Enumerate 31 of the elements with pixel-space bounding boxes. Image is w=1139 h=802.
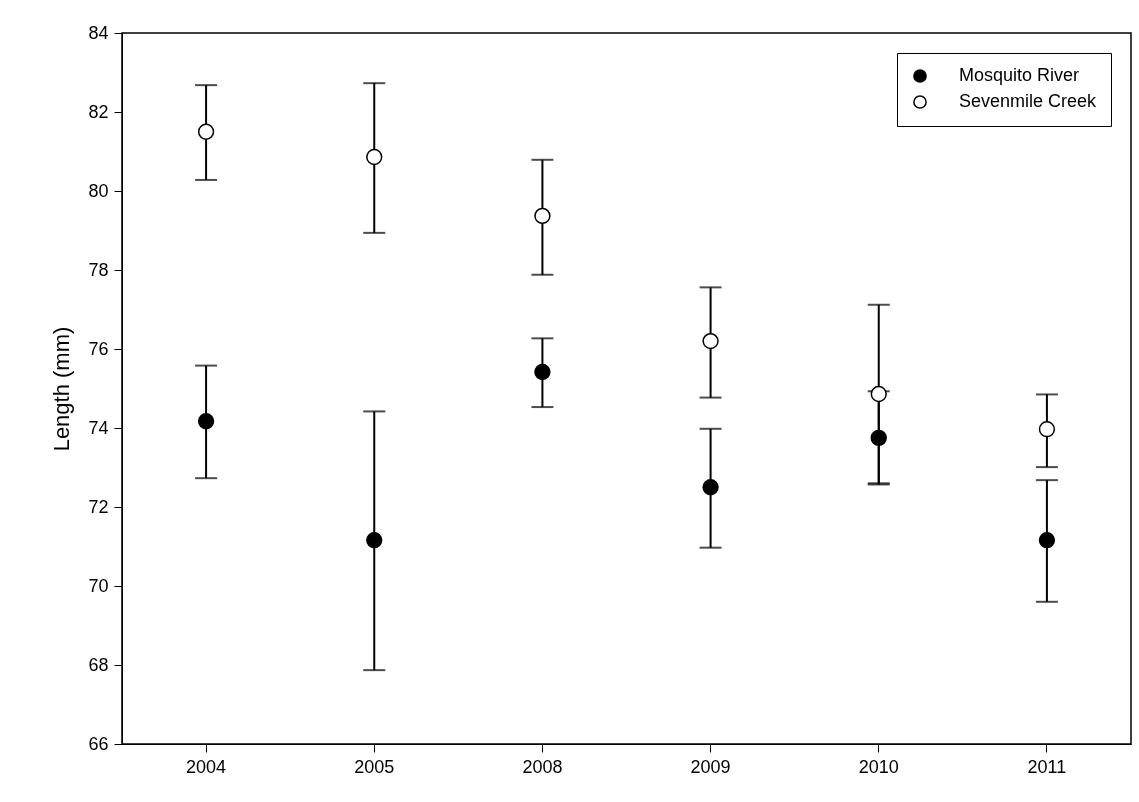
x-tick-label: 2008 <box>522 756 563 777</box>
point <box>366 532 383 549</box>
x-tick-label: 2004 <box>186 756 227 777</box>
x-tick-label: 2010 <box>858 756 899 777</box>
point <box>534 207 551 225</box>
x-tick-label: 2009 <box>690 756 731 777</box>
x-tick-label: 2005 <box>354 756 395 777</box>
point <box>1038 532 1056 549</box>
y-tick-label: 72 <box>88 496 109 517</box>
point <box>197 123 215 140</box>
point <box>366 148 383 166</box>
y-tick-label: 68 <box>88 654 109 675</box>
x-tick-label: 2011 <box>1027 756 1067 777</box>
point <box>870 385 887 403</box>
point <box>702 479 719 496</box>
y-axis-title: Length (mm) <box>49 326 75 452</box>
point <box>534 363 551 381</box>
y-tick-label: 66 <box>88 733 109 754</box>
y-tick-label: 76 <box>88 338 109 359</box>
y-tick-label: 82 <box>88 101 109 122</box>
y-tick-label: 84 <box>88 22 109 43</box>
point <box>197 413 215 430</box>
point <box>1038 421 1056 438</box>
legend-label: Mosquito River <box>959 65 1080 85</box>
y-tick-label: 70 <box>88 575 109 596</box>
y-tick-label: 74 <box>88 417 109 438</box>
point <box>702 332 719 350</box>
y-tick-label: 78 <box>88 259 109 280</box>
legend-label: Sevenmile Creek <box>959 91 1098 111</box>
point <box>870 429 887 447</box>
y-tick-label: 80 <box>88 180 109 201</box>
